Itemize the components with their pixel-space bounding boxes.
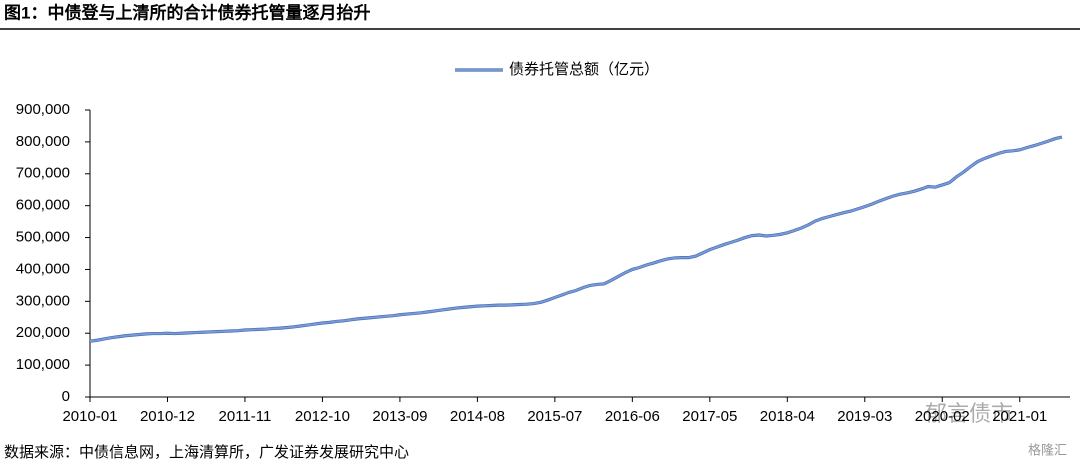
x-tick-label: 2014-08 bbox=[450, 408, 505, 425]
y-tick-label: 400,000 bbox=[16, 260, 70, 277]
legend-label: 债券托管总额（亿元） bbox=[509, 61, 659, 78]
y-tick-label: 100,000 bbox=[16, 356, 70, 373]
x-tick-label: 2010-01 bbox=[62, 408, 117, 425]
x-tick-label: 2021-01 bbox=[992, 408, 1047, 425]
y-tick-label: 600,000 bbox=[16, 197, 70, 214]
x-tick-label: 2015-07 bbox=[527, 408, 582, 425]
y-tick-label: 0 bbox=[62, 388, 70, 405]
x-tick-label: 2010-12 bbox=[140, 408, 195, 425]
x-tick-label: 2020-02 bbox=[915, 408, 970, 425]
x-tick-label: 2013-09 bbox=[372, 408, 427, 425]
watermark: 郁言债市 bbox=[925, 401, 1013, 426]
y-tick-label: 200,000 bbox=[16, 324, 70, 341]
y-tick-label: 700,000 bbox=[16, 165, 70, 182]
x-tick-label: 2012-10 bbox=[295, 408, 350, 425]
logo: 格隆汇 bbox=[1028, 442, 1067, 457]
series-line bbox=[89, 136, 1063, 343]
x-tick-label: 2017-05 bbox=[682, 408, 737, 425]
y-tick-label: 500,000 bbox=[16, 229, 70, 246]
x-tick-label: 2011-11 bbox=[219, 408, 272, 425]
source: 数据来源：中债信息网，上海清算所，广发证券发展研究中心 bbox=[4, 443, 409, 461]
x-tick-label: 2018-04 bbox=[760, 408, 815, 425]
x-tick-label: 2019-03 bbox=[837, 408, 892, 425]
y-tick-label: 900,000 bbox=[16, 101, 70, 118]
chart-title: 图1：中债登与上清所的合计债券托管量逐月抬升 bbox=[4, 2, 370, 22]
y-tick-label: 300,000 bbox=[16, 292, 70, 309]
y-tick-label: 800,000 bbox=[16, 133, 70, 150]
x-tick-label: 2016-06 bbox=[605, 408, 660, 425]
series-line-outer bbox=[89, 135, 1063, 343]
